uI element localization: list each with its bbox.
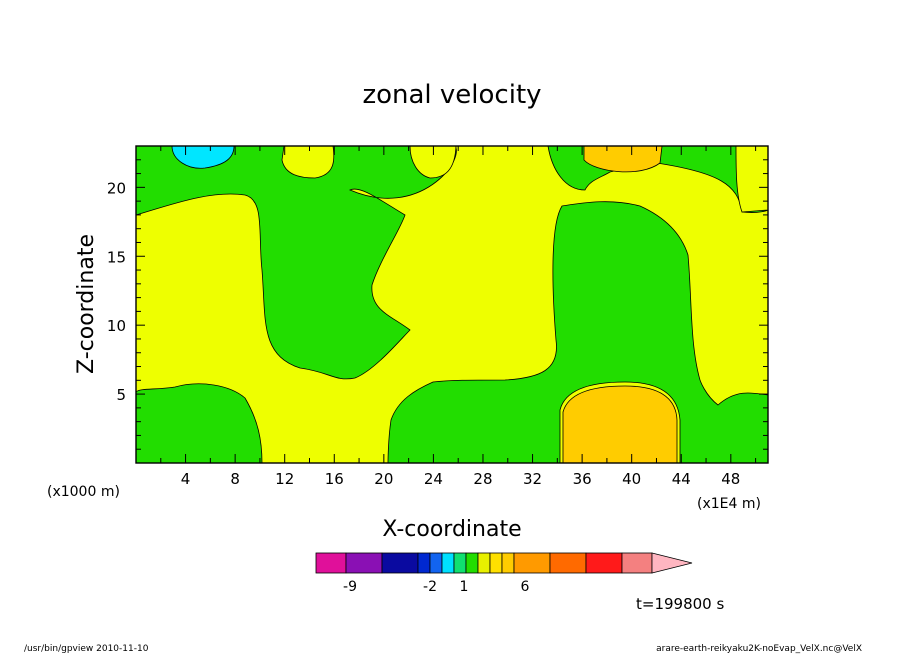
legend-swatch	[441, 552, 455, 574]
legend-label: -9	[343, 579, 357, 595]
y-axis: 5 10 15 20	[107, 145, 768, 450]
contour-region-positive-large	[135, 145, 769, 464]
footer-left: /usr/bin/gpview 2010-11-10	[24, 644, 149, 654]
x-tick-label: 36	[573, 470, 592, 488]
contour-region-high-top	[583, 145, 663, 173]
legend-label: 6	[521, 579, 530, 595]
x-tick-label: 44	[672, 470, 691, 488]
legend-swatch	[501, 552, 515, 574]
legend-swatch	[315, 552, 347, 574]
x-tick-label: 16	[325, 470, 344, 488]
legend-swatch	[489, 552, 503, 574]
x-axis-unit-label: (x1000 m)	[47, 484, 120, 500]
legend-swatch	[417, 552, 431, 574]
contour-region-negative	[171, 145, 235, 169]
legend-swatch	[453, 552, 467, 574]
x-tick-label: 48	[721, 470, 740, 488]
contour-region-high-bottom	[562, 385, 678, 464]
contour-region-positive-top-mid	[409, 145, 457, 179]
plot-area	[135, 145, 769, 464]
plot-frame	[135, 145, 769, 464]
chart-title: zonal velocity	[362, 80, 541, 110]
legend-swatch	[621, 552, 653, 574]
x-tick-label: 24	[424, 470, 443, 488]
legend-swatch	[465, 552, 479, 574]
x-tick-label: 12	[275, 470, 294, 488]
legend-swatch	[585, 552, 623, 574]
legend-label: 1	[460, 579, 469, 595]
legend-arrow	[651, 552, 693, 574]
x-tick-label: 20	[374, 470, 393, 488]
legend-swatch	[549, 552, 587, 574]
legend-swatch	[429, 552, 443, 574]
y-tick-label: 10	[107, 317, 126, 335]
x-axis-scale-label: (x1E4 m)	[697, 496, 761, 512]
x-tick-label: 40	[622, 470, 641, 488]
legend-swatch	[381, 552, 419, 574]
x-tick-label: 28	[473, 470, 492, 488]
x-tick-label: 8	[230, 470, 240, 488]
contour-region-positive-top-left	[281, 145, 335, 179]
contour-region-positive-top-right	[735, 145, 769, 213]
legend-swatch	[513, 552, 551, 574]
y-axis-title: Z-coordinate	[74, 234, 99, 374]
x-tick-label: 32	[523, 470, 542, 488]
footer-right: arare-earth-reikyaku2K-noEvap_VelX.nc@Ve…	[656, 644, 862, 654]
x-tick-label: 4	[181, 470, 191, 488]
color-legend: -9 -2 1 6	[315, 552, 693, 595]
legend-label: -2	[423, 579, 437, 595]
y-tick-label: 5	[116, 386, 126, 404]
x-axis-title: X-coordinate	[382, 517, 521, 542]
time-label: t=199800 s	[636, 595, 724, 613]
y-tick-label: 20	[107, 179, 126, 197]
x-axis: 4 8 12 16 20 24 28 32 36 40 44 48	[160, 146, 757, 488]
legend-swatch	[345, 552, 383, 574]
legend-swatch	[477, 552, 491, 574]
y-tick-label: 15	[107, 248, 126, 266]
